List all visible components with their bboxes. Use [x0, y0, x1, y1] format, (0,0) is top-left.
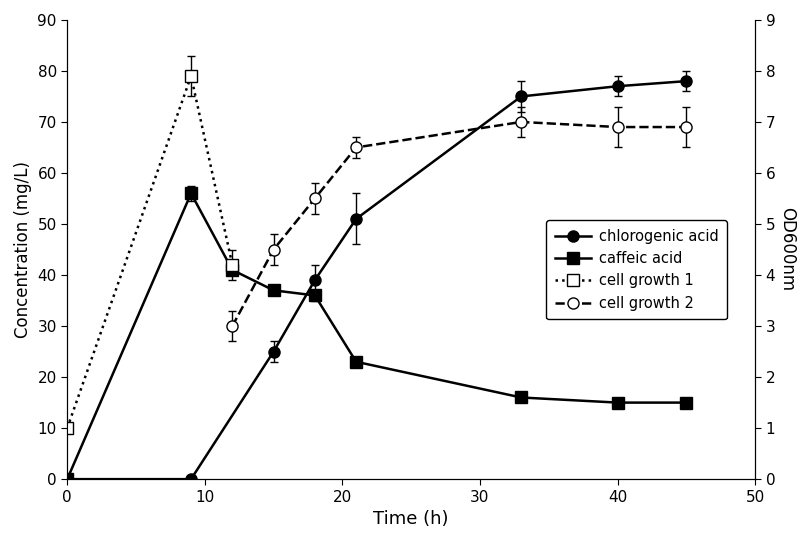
caffeic acid: [612, 399, 622, 406]
chlorogenic acid: [186, 476, 196, 482]
chlorogenic acid: [516, 93, 526, 100]
chlorogenic acid: [681, 78, 691, 85]
cell growth 2: [612, 124, 622, 130]
cell growth 2: [269, 246, 279, 253]
chlorogenic acid: [310, 277, 320, 283]
caffeic acid: [228, 267, 237, 273]
cell growth 1: [186, 73, 196, 79]
caffeic acid: [62, 476, 72, 482]
cell growth 2: [352, 144, 361, 151]
Legend: chlorogenic acid, caffeic acid, cell growth 1, cell growth 2: chlorogenic acid, caffeic acid, cell gro…: [546, 220, 727, 319]
cell growth 2: [228, 323, 237, 330]
cell growth 1: [228, 262, 237, 268]
Y-axis label: OD600nm: OD600nm: [778, 208, 796, 292]
caffeic acid: [681, 399, 691, 406]
Y-axis label: Concentration (mg/L): Concentration (mg/L): [14, 161, 32, 338]
chlorogenic acid: [269, 349, 279, 355]
chlorogenic acid: [62, 476, 72, 482]
caffeic acid: [516, 394, 526, 401]
cell growth 2: [310, 195, 320, 202]
cell growth 2: [681, 124, 691, 130]
caffeic acid: [310, 292, 320, 299]
caffeic acid: [186, 190, 196, 197]
chlorogenic acid: [352, 216, 361, 222]
Line: caffeic acid: caffeic acid: [62, 188, 692, 485]
Line: cell growth 2: cell growth 2: [227, 117, 692, 332]
caffeic acid: [269, 287, 279, 294]
X-axis label: Time (h): Time (h): [373, 510, 449, 528]
cell growth 2: [516, 119, 526, 125]
caffeic acid: [352, 358, 361, 365]
Line: cell growth 1: cell growth 1: [62, 70, 238, 434]
Line: chlorogenic acid: chlorogenic acid: [62, 75, 692, 485]
chlorogenic acid: [612, 83, 622, 89]
cell growth 1: [62, 425, 72, 431]
